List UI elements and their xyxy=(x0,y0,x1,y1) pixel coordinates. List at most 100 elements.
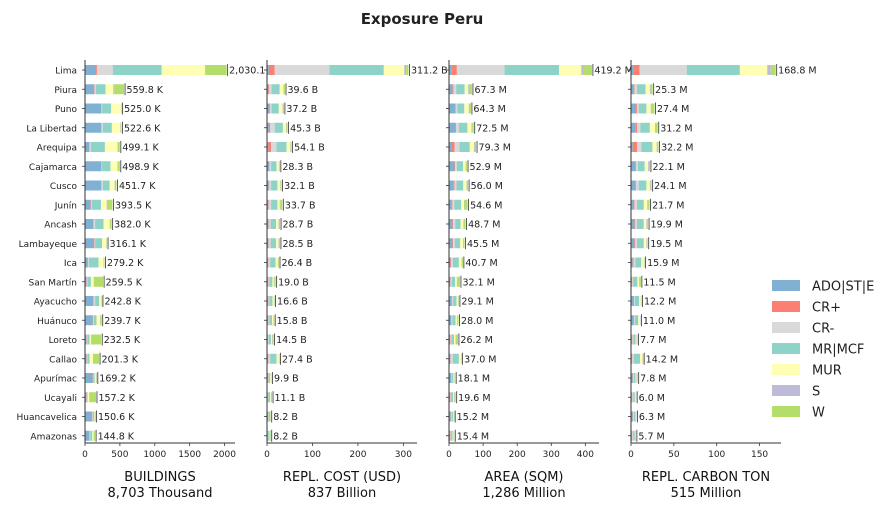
value-label: 11.0 M xyxy=(643,316,675,327)
y-tick-label: Junín xyxy=(54,201,77,211)
bar-segment xyxy=(457,315,459,326)
bar-segment xyxy=(271,334,272,345)
bar-segment xyxy=(85,161,102,172)
value-label: 64.3 M xyxy=(473,104,505,115)
panel-2: 419.2 M 67.3 M 64.3 M 72.5 M 79.3 M 52.9 M 56.… xyxy=(446,60,633,501)
bar-segment xyxy=(272,315,274,326)
value-label: 18.1 M xyxy=(458,374,490,385)
bar-segment xyxy=(85,392,87,403)
value-label: 279.2 K xyxy=(107,258,144,269)
bar-segment xyxy=(458,353,461,364)
bar-segment xyxy=(633,199,635,210)
bar-segment xyxy=(645,84,650,95)
x-tick-label: 0 xyxy=(82,450,88,460)
bar-segment xyxy=(267,122,269,133)
bar-segment xyxy=(269,392,271,403)
bar-segment xyxy=(467,122,472,133)
bar-segment xyxy=(637,219,644,229)
bar-segment xyxy=(451,142,455,152)
y-tick-label: Cusco xyxy=(50,182,78,192)
bar-segment xyxy=(633,257,636,268)
bar-segment xyxy=(632,276,634,287)
bar-segment xyxy=(631,161,636,172)
bar-segment xyxy=(90,142,105,152)
legend-label: MR|MCF xyxy=(812,343,864,358)
bar-segment xyxy=(655,122,656,133)
bar-segment xyxy=(278,257,279,268)
bar-segment xyxy=(464,199,468,210)
bar-segment xyxy=(267,238,269,249)
bar-segment xyxy=(452,353,459,364)
bar-segment xyxy=(271,161,277,172)
bar-segment xyxy=(633,334,636,345)
panel-1: 311.2 B 39.6 B 37.2 B 45.3 B 54.1 B 28.3 B 32.… xyxy=(264,60,448,501)
legend-label: S xyxy=(812,385,820,400)
value-label: 39.6 B xyxy=(288,85,319,96)
bar-segment xyxy=(276,353,279,364)
y-tick-label: Puno xyxy=(55,105,78,115)
value-label: 14.5 B xyxy=(276,335,307,346)
bar-segment xyxy=(329,65,384,75)
bar-segment xyxy=(94,276,104,287)
bar-segment xyxy=(120,122,122,133)
bar-segment xyxy=(634,411,636,422)
bar-segment xyxy=(453,373,455,383)
bar-segment xyxy=(450,257,452,268)
bar-segment xyxy=(85,296,94,306)
bar-segment xyxy=(277,180,281,191)
bar-segment xyxy=(631,142,633,152)
bar-segment xyxy=(94,411,96,422)
bar-segment xyxy=(655,122,658,133)
bar-segment xyxy=(278,103,283,114)
value-label: 14.2 M xyxy=(646,354,678,365)
bar-segment xyxy=(637,373,638,383)
bar-segment xyxy=(637,334,638,345)
bar-segment xyxy=(100,315,102,326)
bar-segment xyxy=(268,84,270,95)
bar-segment xyxy=(274,276,276,287)
bar-segment xyxy=(110,219,112,229)
bar-segment xyxy=(638,315,640,326)
bar-segment xyxy=(267,180,269,191)
x-tick-label: 400 xyxy=(577,450,594,460)
value-label: 27.4 B xyxy=(282,354,313,365)
bar-segment xyxy=(86,353,88,364)
value-label: 15.9 M xyxy=(647,258,679,269)
x-tick-label: 150 xyxy=(751,450,768,460)
bar-segment xyxy=(451,373,453,383)
y-tick-label: Loreto xyxy=(49,336,78,346)
bar-segment xyxy=(451,65,457,75)
bar-segment xyxy=(103,257,105,268)
bar-segment xyxy=(464,84,469,95)
bar-segment xyxy=(458,257,462,268)
bar-segment xyxy=(276,161,279,172)
bar-segment xyxy=(462,161,466,172)
panel-3: 168.8 M 25.3 M 27.4 M 31.2 M 32.2 M 22.1 M 24.… xyxy=(628,60,817,501)
bar-segment xyxy=(276,142,287,152)
bar-segment xyxy=(85,142,90,152)
bar-segment xyxy=(632,430,634,441)
bar-segment xyxy=(271,392,273,403)
bar-segment xyxy=(96,65,98,75)
bar-segment xyxy=(270,430,271,441)
x-tick-label: 0 xyxy=(446,450,452,460)
bar-segment xyxy=(91,334,102,345)
legend-item: S xyxy=(772,385,820,400)
bar-segment xyxy=(454,334,456,345)
bar-segment xyxy=(268,199,272,210)
bar-segment xyxy=(104,142,118,152)
bar-segment xyxy=(269,161,272,172)
bar-segment xyxy=(86,276,88,287)
bar-segment xyxy=(268,315,270,326)
value-label: 6.0 M xyxy=(639,393,665,404)
y-tick-label: Huánuco xyxy=(37,317,77,327)
bar-segment xyxy=(95,219,104,229)
bar-segment xyxy=(469,142,474,152)
legend-item: MUR xyxy=(772,364,842,379)
value-label: 19.6 M xyxy=(458,393,490,404)
value-label: 5.7 M xyxy=(638,431,664,442)
bar-segment xyxy=(449,315,452,326)
bar-segment xyxy=(637,142,642,152)
bar-segment xyxy=(449,276,451,287)
